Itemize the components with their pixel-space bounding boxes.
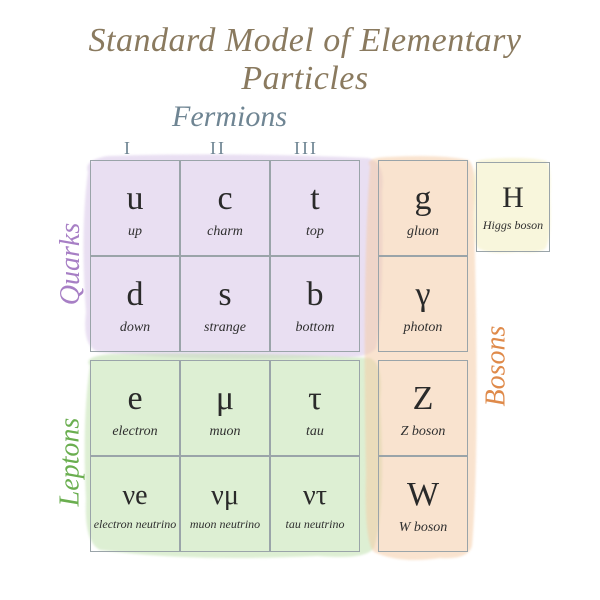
- particle-grid: u up c charm t top d down s strange b bo…: [90, 160, 540, 560]
- cell-tau: τ tau: [270, 360, 360, 456]
- generation-3-label: III: [294, 138, 318, 159]
- symbol: H: [502, 181, 524, 215]
- name: bottom: [296, 320, 335, 335]
- name: Z boson: [401, 424, 446, 439]
- cell-w-boson: W W boson: [378, 456, 468, 552]
- cell-down: d down: [90, 256, 180, 352]
- cell-strange: s strange: [180, 256, 270, 352]
- symbol: νμ: [211, 482, 239, 510]
- quarks-label: Quarks: [55, 223, 87, 305]
- symbol: Z: [413, 382, 434, 416]
- symbol: u: [127, 182, 144, 216]
- cell-muon: μ muon: [180, 360, 270, 456]
- symbol: W: [407, 478, 439, 512]
- generation-2-label: II: [210, 138, 226, 159]
- page-title: Standard Model of Elementary Particles: [50, 22, 560, 98]
- name: Higgs boson: [483, 219, 543, 232]
- generation-1-label: I: [124, 138, 132, 159]
- symbol: b: [307, 278, 324, 312]
- name: top: [306, 224, 324, 239]
- symbol: e: [127, 382, 142, 416]
- symbol: s: [218, 278, 231, 312]
- name: up: [128, 224, 142, 239]
- symbol: g: [415, 182, 432, 216]
- name: charm: [207, 224, 243, 239]
- symbol: d: [127, 278, 144, 312]
- name: tau neutrino: [286, 518, 345, 531]
- cell-tau-neutrino: ντ tau neutrino: [270, 456, 360, 552]
- cell-higgs: H Higgs boson: [476, 162, 550, 252]
- cell-charm: c charm: [180, 160, 270, 256]
- cell-photon: γ photon: [378, 256, 468, 352]
- name: down: [120, 320, 150, 335]
- symbol: νe: [122, 482, 147, 510]
- symbol: τ: [308, 382, 322, 416]
- name: strange: [204, 320, 246, 335]
- name: muon neutrino: [190, 518, 260, 531]
- cell-gluon: g gluon: [378, 160, 468, 256]
- particle-diagram: Fermions I II III Quarks Leptons Bosons …: [60, 100, 560, 570]
- symbol: c: [217, 182, 232, 216]
- symbol: γ: [415, 278, 430, 312]
- name: gluon: [407, 224, 439, 239]
- cell-up: u up: [90, 160, 180, 256]
- name: electron: [112, 424, 157, 439]
- name: photon: [404, 320, 443, 335]
- fermions-label: Fermions: [172, 100, 287, 134]
- symbol: μ: [216, 382, 234, 416]
- symbol: t: [310, 182, 319, 216]
- name: electron neutrino: [94, 518, 177, 531]
- leptons-label: Leptons: [54, 418, 86, 507]
- cell-e-neutrino: νe electron neutrino: [90, 456, 180, 552]
- cell-electron: e electron: [90, 360, 180, 456]
- name: muon: [209, 424, 240, 439]
- cell-top: t top: [270, 160, 360, 256]
- name: tau: [306, 424, 324, 439]
- cell-mu-neutrino: νμ muon neutrino: [180, 456, 270, 552]
- name: W boson: [399, 520, 448, 535]
- cell-z-boson: Z Z boson: [378, 360, 468, 456]
- cell-bottom: b bottom: [270, 256, 360, 352]
- symbol: ντ: [303, 482, 327, 510]
